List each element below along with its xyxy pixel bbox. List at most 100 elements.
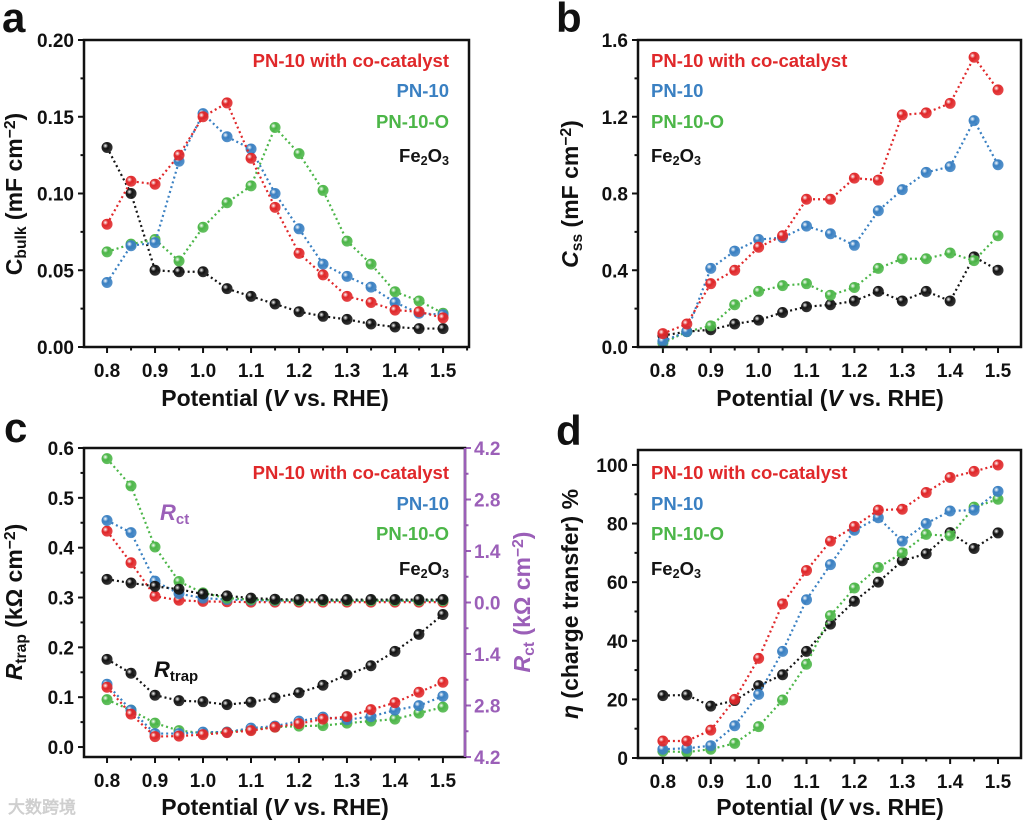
y-tick-label: 1.2	[602, 108, 628, 129]
data-point-main	[848, 295, 860, 307]
data-point-main	[944, 505, 956, 517]
y-axis-title-part: )	[557, 120, 583, 128]
data-point-main	[848, 282, 860, 294]
data-point-main	[197, 266, 209, 278]
data-point-main	[245, 696, 257, 708]
y-axis-title: Cbulk (mF cm−2)	[1, 113, 30, 275]
data-point-main	[801, 564, 813, 576]
rtrap-annotation-part: R	[154, 657, 170, 682]
data-point-main	[317, 184, 329, 196]
data-point-main	[896, 503, 908, 515]
data-point-main	[437, 312, 449, 324]
data-point-main	[389, 713, 401, 725]
data-point-main	[293, 718, 305, 730]
legend-entry: PN-10-O	[651, 111, 724, 132]
data-point-main	[149, 264, 161, 276]
data-point-main	[101, 246, 113, 258]
data-point-main	[777, 598, 789, 610]
data-point-main	[341, 669, 353, 681]
y-axis-title-part: (charge transfer) %	[557, 489, 583, 705]
data-point-main	[777, 694, 789, 706]
y-axis-title-part: η	[557, 705, 583, 719]
y2-tick-label: 1.4	[474, 542, 501, 563]
data-point-main	[705, 262, 717, 274]
data-point-main	[872, 205, 884, 217]
y-tick-label: 0.10	[37, 185, 74, 206]
data-point-rct	[125, 527, 137, 539]
x-axis-title-part: Potential (	[161, 794, 273, 820]
legend-entry-part: Fe	[399, 558, 421, 579]
x-tick-label: 1.0	[745, 361, 771, 382]
data-point-main	[245, 180, 257, 192]
y-tick-label: 0.15	[37, 108, 74, 129]
x-tick-label: 1.4	[937, 772, 964, 793]
data-point-main	[293, 148, 305, 160]
y-tick-label: 60	[607, 573, 628, 594]
legend-entry-part: Fe	[399, 145, 421, 166]
data-point-main	[801, 220, 813, 232]
data-point-main	[293, 306, 305, 318]
x-tick-label: 1.5	[985, 361, 1012, 382]
data-point-main	[753, 688, 765, 700]
data-point-main	[944, 247, 956, 259]
legend-entry-part: PN-10 with co-catalyst	[253, 462, 449, 483]
data-point-main	[920, 285, 932, 297]
legend-entry-part: PN-10-O	[376, 523, 449, 544]
data-point-rct	[149, 580, 161, 592]
data-point-main	[705, 700, 717, 712]
data-point-rct	[101, 573, 113, 585]
x-axis-title: Potential (V vs. RHE)	[716, 794, 944, 820]
data-point-main	[149, 717, 161, 729]
data-point-rct	[365, 594, 377, 606]
data-point-main	[317, 269, 329, 281]
panel-c: c 0.8 0.9 1.0 1.1 1.2 1.3 1.4 1.5 0.0 0.1 0.2 0.3 0.4…	[1, 404, 538, 820]
y-axis-title-part: −2	[558, 128, 575, 146]
y-tick-label: 0.1	[48, 688, 75, 709]
y-tick-label: 40	[607, 632, 628, 653]
data-point-main	[824, 618, 836, 630]
legend-entry-part: PN-10	[651, 493, 703, 514]
data-point-main	[992, 84, 1004, 96]
legend-entry-part: PN-10 with co-catalyst	[651, 462, 847, 483]
panel-letter: c	[4, 404, 27, 451]
y-tick-label: 0.00	[37, 338, 74, 359]
data-point-main	[365, 281, 377, 293]
rct-annotation-part: R	[160, 500, 176, 525]
data-point-main	[389, 321, 401, 333]
data-point-main	[657, 690, 669, 702]
data-point-main	[777, 280, 789, 292]
data-point-main	[848, 595, 860, 607]
x-axis-title-part: Potential (	[716, 794, 828, 820]
data-point-main	[753, 234, 765, 246]
series-line-main	[106, 111, 444, 316]
data-point-main	[848, 582, 860, 594]
data-point-main	[245, 143, 257, 155]
x-axis-title-part: vs. RHE)	[843, 794, 944, 820]
data-point-main	[101, 218, 113, 230]
x-tick-label: 1.0	[745, 772, 771, 793]
data-point-main	[341, 290, 353, 302]
data-point-main	[149, 689, 161, 701]
data-point-main	[221, 131, 233, 143]
series-line-main	[106, 125, 444, 315]
data-point-main	[245, 290, 257, 302]
data-point-rct	[149, 590, 161, 602]
data-point-main	[920, 253, 932, 265]
y2-axis-title-part: ct	[521, 641, 538, 656]
data-point-main	[681, 689, 693, 701]
x-tick-label: 1.1	[793, 361, 820, 382]
legend-entry-part: 3	[694, 567, 701, 581]
y-axis-title-part: −2	[2, 120, 19, 138]
data-point-main	[920, 548, 932, 560]
legend-entry: PN-10 with co-catalyst	[651, 50, 847, 71]
legend-entry: Fe2O3	[651, 145, 701, 168]
y-tick-label: 0.4	[48, 539, 75, 560]
rct-annotation-part: ct	[176, 511, 189, 528]
data-point-main	[729, 720, 741, 732]
data-point-main	[681, 326, 693, 338]
x-tick-label: 1.4	[937, 361, 964, 382]
data-point-main	[872, 504, 884, 516]
x-tick-label: 1.1	[238, 771, 265, 792]
y-tick-label: 0.8	[602, 185, 628, 206]
data-point-rct	[197, 588, 209, 600]
